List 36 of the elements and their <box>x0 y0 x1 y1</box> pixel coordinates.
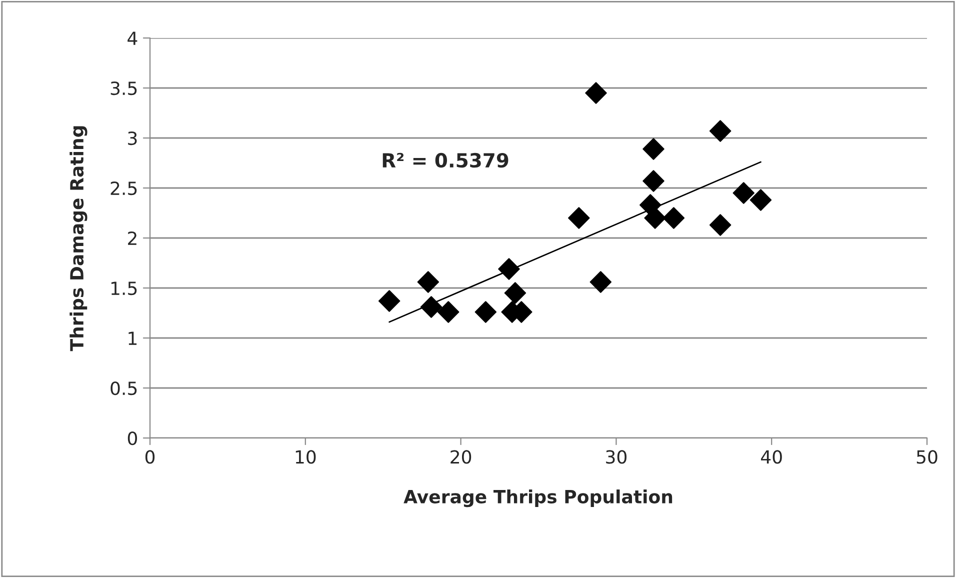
x-axis-title: Average Thrips Population <box>404 490 672 508</box>
y-tick-label: 1.5 <box>111 282 137 296</box>
y-tick-label: 2 <box>128 231 136 245</box>
point <box>732 182 755 204</box>
y-tick-label: 0.5 <box>110 381 137 396</box>
y-tick-label: 3.5 <box>110 81 137 96</box>
point <box>504 282 526 304</box>
point <box>642 170 664 192</box>
point <box>474 301 497 323</box>
x-tick-label: 40 <box>760 450 782 464</box>
point <box>750 189 772 211</box>
y-axis-title: Thrips Damage Rating <box>70 126 88 352</box>
x-tick-label: 30 <box>606 450 626 464</box>
y-tick-label: 4 <box>128 32 138 45</box>
point <box>378 290 400 312</box>
point <box>585 82 607 104</box>
y-tick-label: 1 <box>128 332 137 345</box>
point <box>498 258 520 280</box>
point <box>642 138 664 160</box>
point <box>568 207 590 229</box>
x-tick-label: 20 <box>450 450 472 464</box>
point <box>709 214 732 236</box>
y-tick-label: 3 <box>128 131 137 146</box>
point <box>662 207 685 229</box>
x-tick-label: 50 <box>916 450 938 464</box>
x-tick-label: 10 <box>296 450 316 464</box>
point <box>420 296 442 318</box>
point <box>437 301 460 323</box>
x-tick-label: 0 <box>145 450 155 464</box>
point <box>709 120 732 142</box>
point <box>417 271 440 293</box>
y-tick-label: 2.5 <box>110 181 137 196</box>
point <box>590 271 612 293</box>
point <box>644 207 666 229</box>
annotation: R² = 0.5379 <box>382 152 508 168</box>
y-tick-label: 0 <box>128 431 137 446</box>
